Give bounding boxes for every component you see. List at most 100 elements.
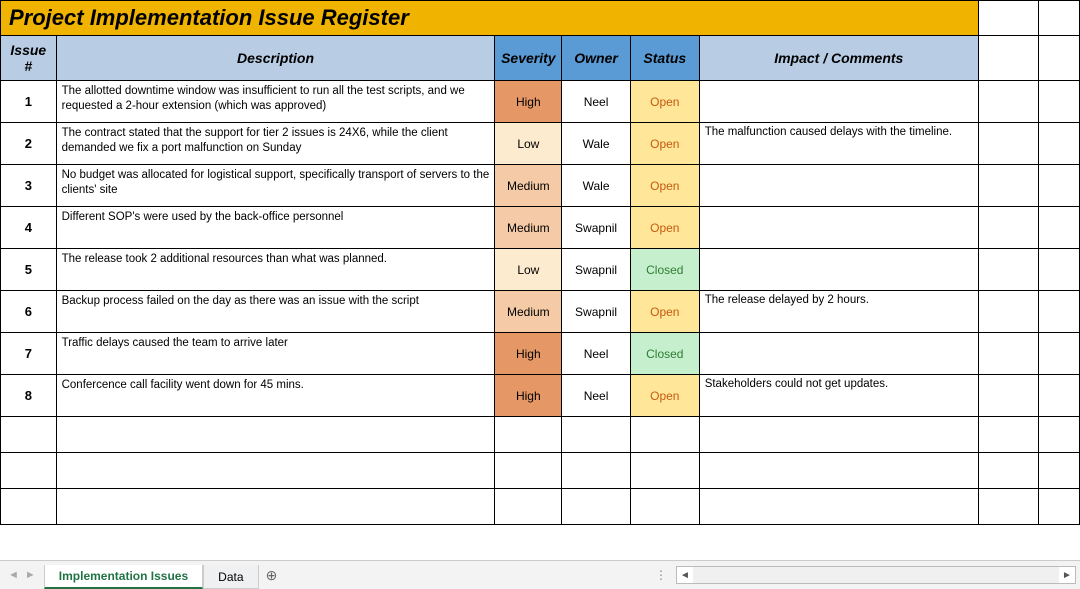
scrollbar-track[interactable]	[693, 567, 1059, 583]
issue-number-cell[interactable]: 4	[1, 207, 57, 249]
empty-cell[interactable]	[1039, 417, 1080, 453]
empty-cell[interactable]	[1039, 291, 1080, 333]
empty-cell[interactable]	[1, 453, 57, 489]
status-cell[interactable]: Closed	[630, 333, 699, 375]
empty-cell[interactable]	[978, 165, 1039, 207]
empty-cell[interactable]	[495, 489, 562, 525]
empty-cell[interactable]	[1, 417, 57, 453]
issue-number-cell[interactable]: 3	[1, 165, 57, 207]
owner-cell[interactable]: Neel	[562, 375, 631, 417]
empty-cell[interactable]	[1039, 1, 1080, 36]
empty-cell[interactable]	[56, 453, 495, 489]
description-cell[interactable]: No budget was allocated for logistical s…	[56, 165, 495, 207]
empty-cell[interactable]	[978, 123, 1039, 165]
sheet-tab[interactable]: Implementation Issues	[44, 565, 203, 589]
description-cell[interactable]: Confercence call facility went down for …	[56, 375, 495, 417]
impact-cell[interactable]	[699, 333, 978, 375]
empty-cell[interactable]	[1039, 489, 1080, 525]
empty-cell[interactable]	[978, 81, 1039, 123]
empty-cell[interactable]	[978, 249, 1039, 291]
empty-cell[interactable]	[562, 489, 631, 525]
horizontal-scrollbar[interactable]: ◄ ►	[676, 566, 1076, 584]
description-cell[interactable]: The contract stated that the support for…	[56, 123, 495, 165]
status-cell[interactable]: Closed	[630, 249, 699, 291]
owner-cell[interactable]: Wale	[562, 165, 631, 207]
empty-cell[interactable]	[56, 417, 495, 453]
severity-cell[interactable]: Low	[495, 123, 562, 165]
description-cell[interactable]: Different SOP's were used by the back-of…	[56, 207, 495, 249]
empty-cell[interactable]	[630, 417, 699, 453]
owner-cell[interactable]: Swapnil	[562, 291, 631, 333]
owner-cell[interactable]: Wale	[562, 123, 631, 165]
owner-cell[interactable]: Neel	[562, 333, 631, 375]
column-header-severity[interactable]: Severity	[495, 36, 562, 81]
column-header-status[interactable]: Status	[630, 36, 699, 81]
empty-cell[interactable]	[699, 417, 978, 453]
empty-cell[interactable]	[1039, 165, 1080, 207]
empty-cell[interactable]	[1039, 249, 1080, 291]
empty-cell[interactable]	[630, 489, 699, 525]
column-header-description[interactable]: Description	[56, 36, 495, 81]
empty-cell[interactable]	[978, 375, 1039, 417]
empty-cell[interactable]	[56, 489, 495, 525]
tab-split-handle[interactable]: ⋮	[649, 568, 674, 582]
status-cell[interactable]: Open	[630, 291, 699, 333]
severity-cell[interactable]: Medium	[495, 165, 562, 207]
empty-cell[interactable]	[1039, 123, 1080, 165]
empty-cell[interactable]	[699, 453, 978, 489]
severity-cell[interactable]: High	[495, 81, 562, 123]
empty-cell[interactable]	[978, 489, 1039, 525]
issue-number-cell[interactable]: 1	[1, 81, 57, 123]
owner-cell[interactable]: Swapnil	[562, 207, 631, 249]
column-header-issue[interactable]: Issue #	[1, 36, 57, 81]
severity-cell[interactable]: Medium	[495, 207, 562, 249]
issue-number-cell[interactable]: 5	[1, 249, 57, 291]
column-header-impact[interactable]: Impact / Comments	[699, 36, 978, 81]
severity-cell[interactable]: Low	[495, 249, 562, 291]
description-cell[interactable]: The allotted downtime window was insuffi…	[56, 81, 495, 123]
issue-number-cell[interactable]: 8	[1, 375, 57, 417]
impact-cell[interactable]	[699, 165, 978, 207]
empty-cell[interactable]	[562, 417, 631, 453]
empty-cell[interactable]	[630, 453, 699, 489]
empty-cell[interactable]	[562, 453, 631, 489]
scroll-right-icon[interactable]: ►	[1059, 570, 1075, 581]
impact-cell[interactable]	[699, 249, 978, 291]
severity-cell[interactable]: High	[495, 375, 562, 417]
empty-cell[interactable]	[1039, 81, 1080, 123]
tab-nav-next-icon[interactable]: ►	[25, 569, 36, 581]
description-cell[interactable]: The release took 2 additional resources …	[56, 249, 495, 291]
impact-cell[interactable]	[699, 81, 978, 123]
add-sheet-button[interactable]: ⊕	[259, 563, 285, 587]
severity-cell[interactable]: High	[495, 333, 562, 375]
tab-nav-prev-icon[interactable]: ◄	[8, 569, 19, 581]
empty-cell[interactable]	[1039, 333, 1080, 375]
status-cell[interactable]: Open	[630, 81, 699, 123]
issue-number-cell[interactable]: 2	[1, 123, 57, 165]
empty-cell[interactable]	[978, 417, 1039, 453]
empty-cell[interactable]	[1039, 375, 1080, 417]
empty-header-cell[interactable]	[978, 36, 1039, 81]
empty-cell[interactable]	[978, 333, 1039, 375]
impact-cell[interactable]: Stakeholders could not get updates.	[699, 375, 978, 417]
empty-cell[interactable]	[1039, 453, 1080, 489]
status-cell[interactable]: Open	[630, 123, 699, 165]
empty-cell[interactable]	[1, 489, 57, 525]
scroll-left-icon[interactable]: ◄	[677, 570, 693, 581]
issue-number-cell[interactable]: 7	[1, 333, 57, 375]
empty-header-cell[interactable]	[1039, 36, 1080, 81]
description-cell[interactable]: Backup process failed on the day as ther…	[56, 291, 495, 333]
status-cell[interactable]: Open	[630, 375, 699, 417]
empty-cell[interactable]	[978, 453, 1039, 489]
column-header-owner[interactable]: Owner	[562, 36, 631, 81]
empty-cell[interactable]	[978, 1, 1039, 36]
impact-cell[interactable]	[699, 207, 978, 249]
empty-cell[interactable]	[1039, 207, 1080, 249]
empty-cell[interactable]	[699, 489, 978, 525]
empty-cell[interactable]	[495, 453, 562, 489]
status-cell[interactable]: Open	[630, 165, 699, 207]
empty-cell[interactable]	[495, 417, 562, 453]
severity-cell[interactable]: Medium	[495, 291, 562, 333]
owner-cell[interactable]: Swapnil	[562, 249, 631, 291]
issue-number-cell[interactable]: 6	[1, 291, 57, 333]
